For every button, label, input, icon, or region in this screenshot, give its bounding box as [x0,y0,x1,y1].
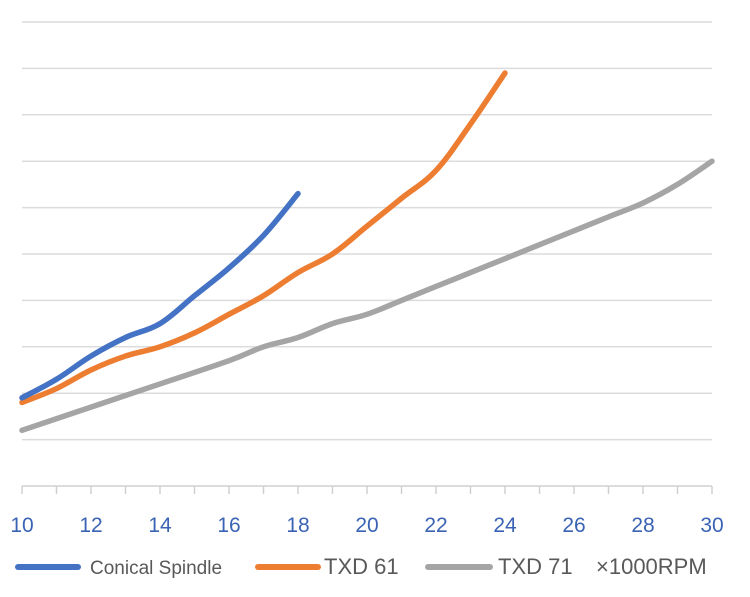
x-tick-label: 16 [217,514,240,537]
x-tick-label: 28 [631,514,654,537]
legend-label: Conical Spindle [90,558,222,579]
legend-label: TXD 61 [324,554,399,579]
x-tick-label: 10 [10,514,33,537]
x-tick-label: 20 [355,514,378,537]
x-tick-label: 18 [286,514,309,537]
legend: Conical Spindle TXD 61 TXD 71 ×1000RPM [15,554,707,579]
series-lines [19,70,715,434]
legend-unit-suffix: ×1000RPM [596,554,707,579]
series-line-txd-71 [19,158,715,434]
x-axis: 10 12 14 16 18 20 22 24 26 28 30 [10,485,724,537]
series-line-txd-61 [19,70,508,406]
x-tick-label: 30 [700,514,723,537]
x-tick-label: 14 [148,514,172,537]
x-tick-label: 12 [79,514,102,537]
legend-label: TXD 71 [498,554,573,579]
x-tick-label: 24 [493,514,517,537]
gridlines [22,21,712,441]
x-tick-label: 26 [562,514,585,537]
series-line-conical-spindle [19,190,301,401]
x-tick-label: 22 [424,514,447,537]
